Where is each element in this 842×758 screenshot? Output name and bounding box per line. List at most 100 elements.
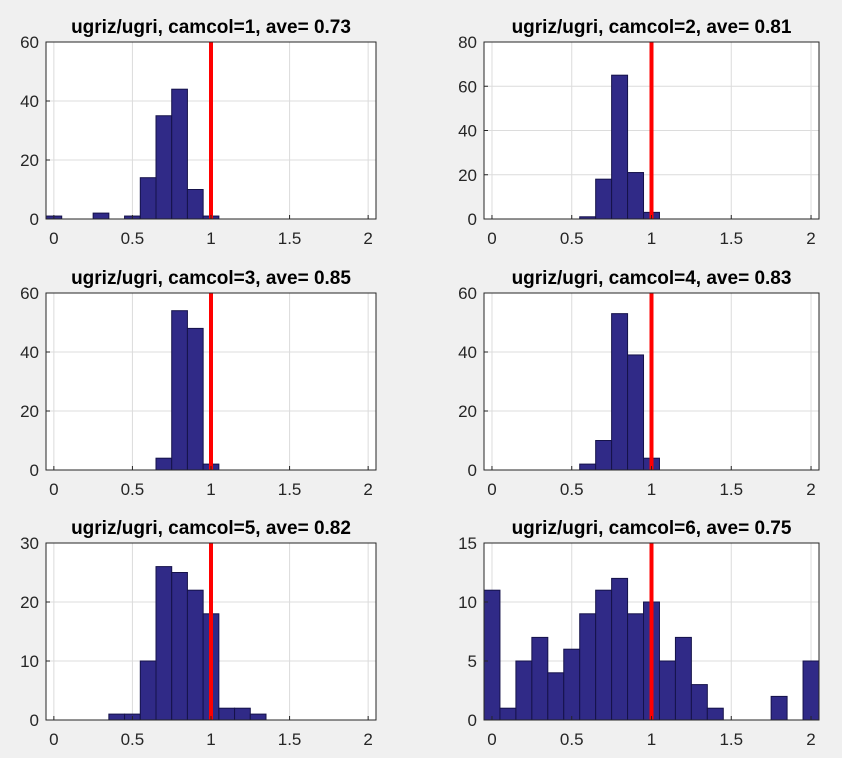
- y-tick-label: 5: [468, 652, 477, 671]
- x-tick-label: 1.5: [719, 730, 743, 749]
- histogram-bar: [171, 310, 188, 471]
- y-tick-label: 40: [458, 122, 477, 141]
- histogram-panel: 0 0.5 1 1.5 2 0 5 10 15 ugriz/ugri, camcol=6, ave…: [458, 518, 820, 749]
- x-tick-label: 1.5: [719, 229, 743, 248]
- histogram-bar: [218, 707, 236, 721]
- y-tick-label: 60: [458, 284, 477, 303]
- x-tick-label: 0: [487, 229, 496, 248]
- histogram-bar: [531, 636, 549, 721]
- histogram-bar: [249, 713, 267, 721]
- histogram-bar: [171, 572, 188, 721]
- histogram-bar: [186, 189, 204, 220]
- y-tick-label: 0: [468, 461, 477, 480]
- y-tick-label: 30: [20, 534, 39, 553]
- histogram-bar: [627, 172, 645, 220]
- histogram-bar: [515, 660, 533, 721]
- x-tick-label: 0.5: [121, 730, 145, 749]
- x-tick-label: 0: [49, 730, 58, 749]
- y-tick-label: 20: [20, 151, 39, 170]
- x-tick-label: 2: [363, 229, 372, 248]
- x-tick-label: 2: [363, 730, 372, 749]
- y-tick-label: 0: [468, 711, 477, 730]
- histogram-bar: [563, 648, 581, 721]
- x-tick-label: 1: [206, 730, 215, 749]
- histogram-bar: [155, 566, 173, 721]
- histogram-bar: [155, 115, 173, 220]
- y-tick-label: 0: [468, 210, 477, 229]
- histogram-bar: [579, 463, 597, 471]
- histogram-bar: [92, 212, 110, 220]
- y-tick-label: 0: [30, 210, 39, 229]
- histogram-bar: [627, 354, 645, 471]
- x-tick-label: 1: [206, 229, 215, 248]
- histogram-bar: [139, 177, 157, 220]
- histogram-bar: [171, 88, 188, 220]
- y-tick-label: 20: [458, 402, 477, 421]
- x-tick-label: 0.5: [560, 480, 584, 499]
- histogram-bar: [483, 589, 501, 721]
- histogram-bar: [595, 589, 613, 721]
- y-tick-label: 40: [20, 343, 39, 362]
- x-tick-label: 0: [487, 730, 496, 749]
- chart-title: ugriz/ugri, camcol=2, ave= 0.81: [512, 17, 792, 38]
- x-tick-label: 2: [806, 480, 815, 499]
- y-tick-label: 20: [458, 166, 477, 185]
- histogram-bar: [802, 660, 820, 721]
- histogram-bar: [611, 313, 629, 471]
- histogram-bar: [499, 707, 517, 721]
- histogram-bar: [611, 74, 629, 220]
- histogram-bar: [770, 695, 788, 721]
- y-tick-label: 10: [458, 593, 477, 612]
- histogram-bar: [595, 178, 613, 220]
- y-tick-label: 40: [20, 92, 39, 111]
- x-tick-label: 1: [206, 480, 215, 499]
- y-tick-label: 60: [20, 284, 39, 303]
- y-tick-label: 0: [30, 711, 39, 730]
- histogram-bar: [658, 660, 676, 721]
- histogram-bar: [186, 327, 204, 471]
- x-tick-label: 0: [487, 480, 496, 499]
- x-tick-label: 1: [647, 229, 656, 248]
- y-tick-label: 0: [30, 461, 39, 480]
- histogram-bar: [579, 613, 597, 721]
- histogram-bar: [674, 636, 692, 721]
- y-tick-label: 60: [458, 77, 477, 96]
- x-tick-label: 0.5: [560, 730, 584, 749]
- x-tick-label: 0: [49, 229, 58, 248]
- chart-title: ugriz/ugri, camcol=5, ave= 0.82: [71, 518, 351, 539]
- chart-title: ugriz/ugri, camcol=6, ave= 0.75: [512, 518, 792, 539]
- histogram-bar: [611, 577, 629, 721]
- x-tick-label: 0.5: [560, 229, 584, 248]
- x-tick-label: 0.5: [121, 480, 145, 499]
- x-tick-label: 1: [647, 730, 656, 749]
- x-tick-label: 1.5: [719, 480, 743, 499]
- histogram-bar: [108, 713, 126, 721]
- x-tick-label: 1.5: [278, 480, 302, 499]
- histogram-bar: [186, 589, 204, 721]
- y-tick-label: 15: [458, 534, 477, 553]
- x-tick-label: 1.5: [278, 730, 302, 749]
- x-tick-label: 0.5: [121, 229, 145, 248]
- y-tick-label: 20: [20, 402, 39, 421]
- x-tick-label: 0: [49, 480, 58, 499]
- histogram-bar: [627, 613, 645, 721]
- histogram-bar: [690, 684, 708, 721]
- histogram-bar: [234, 707, 251, 721]
- histogram-bar: [706, 707, 724, 721]
- y-tick-label: 60: [20, 33, 39, 52]
- histogram-bar: [139, 660, 157, 721]
- y-tick-label: 40: [458, 343, 477, 362]
- x-tick-label: 1: [647, 480, 656, 499]
- histogram-bar: [595, 440, 613, 471]
- x-tick-label: 2: [806, 229, 815, 248]
- x-tick-label: 2: [363, 480, 372, 499]
- y-tick-label: 20: [20, 593, 39, 612]
- y-tick-label: 10: [20, 652, 39, 671]
- y-tick-label: 80: [458, 33, 477, 52]
